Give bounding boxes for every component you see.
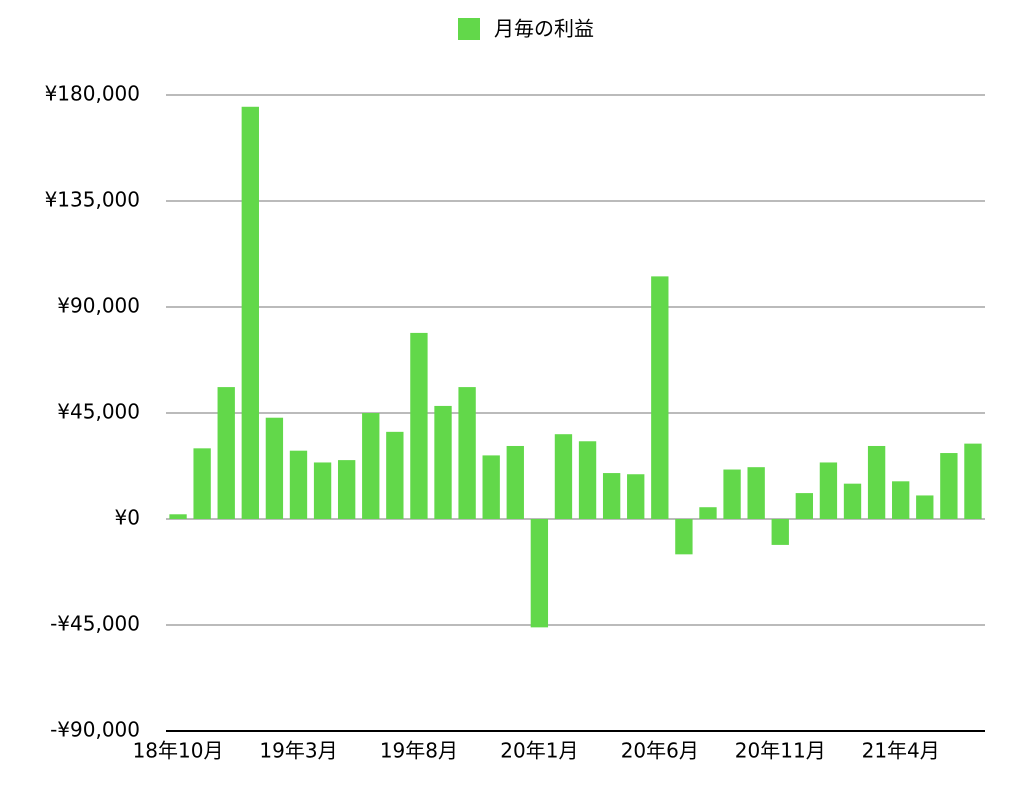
bar [313,462,332,519]
bar [747,467,765,519]
x-tick-label: 18年10月 [133,739,224,763]
bar [916,495,934,519]
x-tick-label: 19年3月 [259,739,337,763]
x-tick-label: 20年11月 [735,739,826,763]
y-tick-label: ¥90,000 [57,294,140,318]
bar [723,469,741,519]
bar [554,434,573,519]
bar [699,507,717,519]
bar [362,413,380,519]
bar [819,462,838,519]
y-tick-label: -¥90,000 [50,718,140,742]
bar [843,483,862,519]
bar [506,445,524,519]
bar [410,332,428,519]
bar [265,417,284,519]
bar [651,276,669,519]
x-tick-label: 20年6月 [621,739,699,763]
x-tick-label: 20年1月 [500,739,578,763]
y-tick-label: ¥135,000 [45,188,140,212]
bar [530,519,549,628]
bar [169,514,187,519]
y-tick-label: -¥45,000 [50,612,140,636]
y-tick-label: ¥180,000 [45,82,140,106]
x-tick-label: 21年4月 [862,739,940,763]
bar [578,441,597,519]
legend-swatch [458,18,480,40]
bar [964,443,982,519]
bar [434,405,452,519]
legend-label: 月毎の利益 [494,17,594,41]
bar [386,431,404,519]
y-tick-label: ¥0 [115,506,140,530]
bar [602,473,621,519]
bar [193,448,211,519]
bar [289,450,308,519]
bar [867,445,886,519]
bar [892,481,910,519]
bar [337,460,356,519]
bar [675,519,693,555]
bar [771,519,789,545]
bar [217,387,235,519]
bar [241,106,259,520]
bar [458,387,476,519]
bar [627,474,645,519]
y-tick-label: ¥45,000 [57,400,140,424]
bar [482,455,500,519]
bar [795,493,814,519]
bar [940,453,958,519]
x-tick-label: 19年8月 [380,739,458,763]
